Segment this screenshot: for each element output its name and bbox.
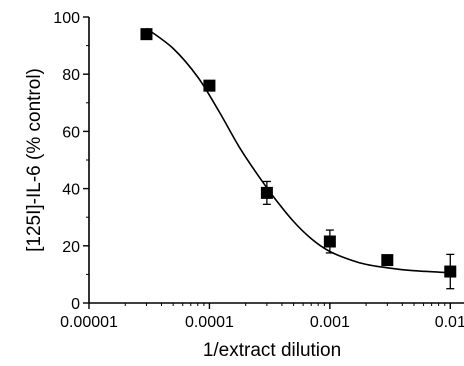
y-tick-label: 40 (62, 182, 80, 199)
data-point (260, 186, 273, 199)
error-bars (142, 30, 455, 290)
y-tick-label: 0 (71, 296, 80, 313)
tick-labels: 0 20 40 60 80 100 0.00001 0.0001 0.001 0.01 (53, 10, 464, 331)
y-axis-title: [125I]-IL-6 (% control) (24, 68, 45, 252)
x-axis-title: 1/extract dilution (203, 340, 341, 361)
y-tick-label: 60 (62, 124, 80, 141)
axes (83, 16, 464, 309)
x-tick-label: 0.00001 (60, 314, 118, 331)
x-tick-label: 0.001 (310, 314, 350, 331)
data-point (203, 79, 216, 92)
x-tick-label: 0.0001 (185, 314, 234, 331)
data-point (381, 254, 394, 267)
data-point (323, 235, 336, 248)
x-tick-label: 0.01 (435, 314, 464, 331)
data-point (444, 265, 457, 278)
y-tick-label: 20 (62, 239, 80, 256)
y-tick-label: 100 (53, 10, 80, 27)
data-markers (140, 28, 457, 278)
fit-curve (146, 27, 451, 274)
data-point (140, 28, 153, 41)
y-tick-label: 80 (62, 67, 80, 84)
